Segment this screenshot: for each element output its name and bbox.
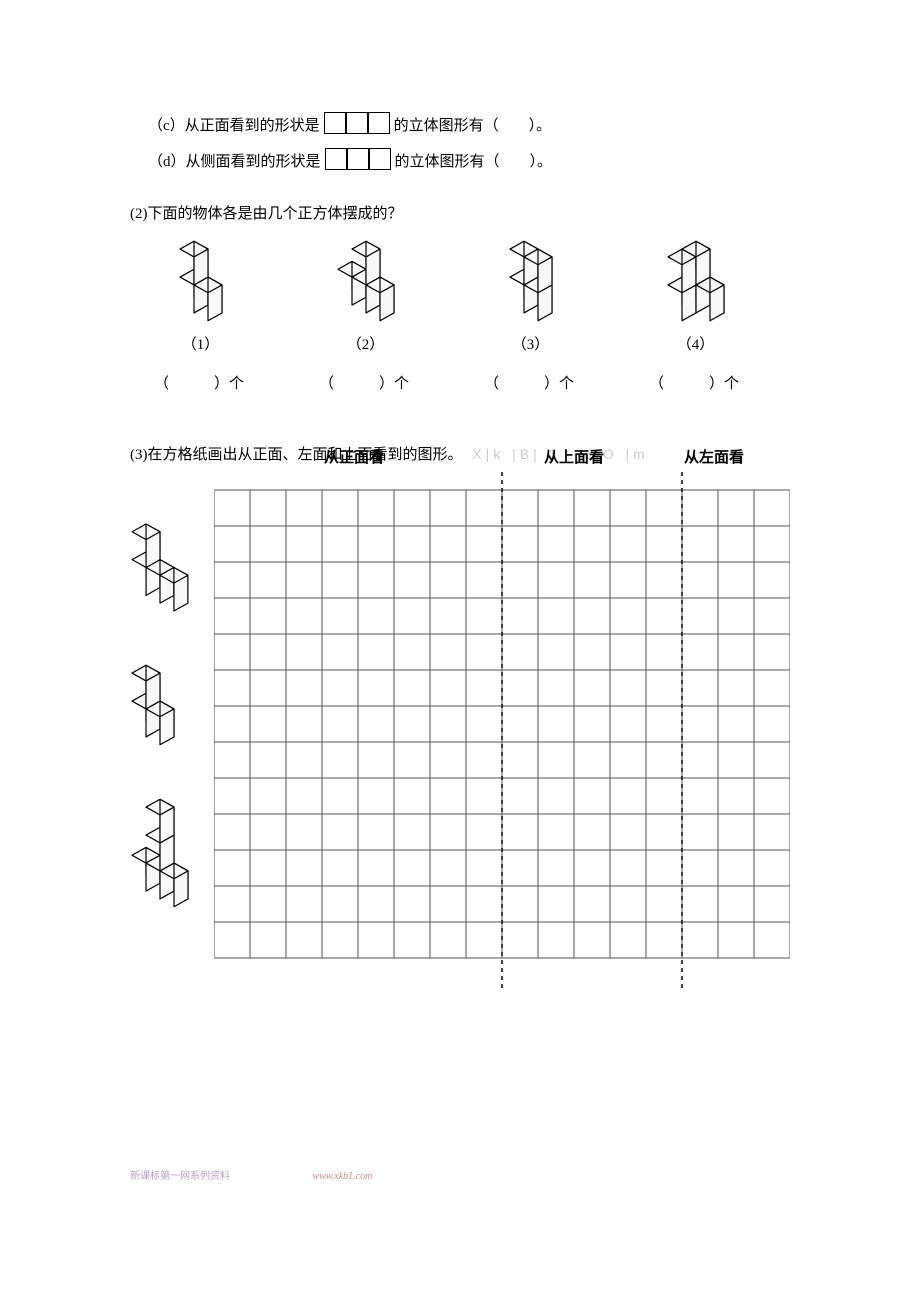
q2-title: (2)下面的物体各是由几个正方体摆成的？: [130, 202, 790, 223]
q3-grid-header: 从左面看: [654, 446, 774, 467]
q1d-boxes: [325, 148, 391, 172]
q3-grid-wrap: 从正面看从上面看从左面看: [214, 472, 790, 997]
footer: 新课标第一网系列资料 www.xkb1.com: [130, 1167, 790, 1182]
q3-figure: [130, 663, 214, 747]
q2-figure: [313, 239, 418, 323]
footer-text-2: www.xkb1.com: [313, 1171, 373, 1182]
q2-figure: [478, 239, 583, 323]
question-2: (2)下面的物体各是由几个正方体摆成的？ （1）（2）（3）（4） （ ）个（ …: [130, 202, 790, 393]
q2-figure-label: （4）: [643, 333, 748, 354]
q1c-post: 的立体图形有（ ）。: [394, 114, 552, 135]
q2-answer-blank: （ ）个: [643, 372, 748, 393]
q3-figure: [130, 797, 214, 909]
q2-answer-blank: （ ）个: [478, 372, 583, 393]
q2-figure-label: （2）: [313, 333, 418, 354]
q1-line-c: （c）从正面看到的形状是 的立体图形有（ ）。: [130, 112, 790, 136]
q3-left-figures: [130, 472, 214, 997]
q2-figure: [643, 239, 748, 323]
q2-figure-label: （1）: [148, 333, 253, 354]
q2-figure-label: （3）: [478, 333, 583, 354]
q2-answers-row: （ ）个 （ ）个 （ ）个 （ ）个: [148, 372, 790, 393]
q1c-pre: （c）从正面看到的形状是: [148, 114, 320, 135]
q3-grid-header: 从上面看: [494, 446, 654, 467]
question-3: (3)在方格纸画出从正面、左面和上面看到的图形。 X|k |B| 1 . c|O…: [130, 443, 790, 997]
q2-figure: [148, 239, 253, 323]
q3-figure: [130, 522, 214, 613]
q3-grid-header: 从正面看: [214, 446, 494, 467]
q2-labels-row: （1） （2） （3） （4）: [148, 333, 790, 354]
q3-grid: [214, 472, 790, 997]
q2-answer-blank: （ ）个: [313, 372, 418, 393]
q1d-post: 的立体图形有（ ）。: [395, 150, 553, 171]
q2-answer-blank: （ ）个: [148, 372, 253, 393]
footer-text-1: 新课标第一网系列资料: [130, 1171, 230, 1182]
q1-line-d: （d）从侧面看到的形状是 的立体图形有（ ）。: [130, 148, 790, 172]
q1d-pre: （d）从侧面看到的形状是: [148, 150, 321, 171]
q3-grid-headers: 从正面看从上面看从左面看: [214, 446, 790, 467]
q2-cube-row: [148, 239, 790, 323]
q1c-boxes: [324, 112, 390, 136]
